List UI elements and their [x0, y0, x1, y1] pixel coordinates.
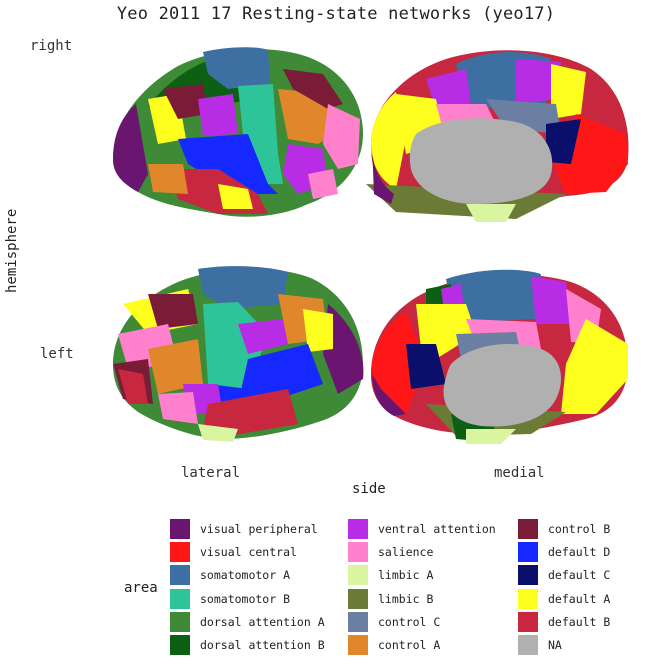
- legend-item: NA: [518, 634, 562, 656]
- legend-swatch: [348, 588, 368, 609]
- legend-item: default C: [518, 564, 610, 586]
- legend-swatch: [170, 542, 190, 563]
- legend-label: default B: [548, 614, 611, 629]
- legend-label: default D: [548, 545, 611, 560]
- legend-label: control B: [548, 522, 611, 536]
- page-title: Yeo 2011 17 Resting-state networks (yeo1…: [116, 4, 556, 24]
- legend-item: visual peripheral: [170, 518, 318, 540]
- legend-item: ventral attention: [348, 518, 496, 540]
- legend-label: visual central: [200, 545, 297, 560]
- legend-label: salience: [378, 545, 434, 560]
- legend-item: dorsal attention A: [170, 611, 325, 633]
- column-label-lateral: lateral: [181, 465, 241, 481]
- legend-title: area: [124, 580, 158, 596]
- legend-swatch: [348, 542, 368, 563]
- brain-right-lateral: [113, 47, 363, 217]
- legend-item: default A: [518, 588, 610, 610]
- legend-label: visual peripheral: [200, 522, 318, 536]
- legend-item: control C: [348, 611, 440, 633]
- x-axis-label: side: [352, 481, 386, 497]
- legend-item: somatomotor B: [170, 588, 290, 610]
- legend-swatch: [518, 611, 538, 632]
- legend-swatch: [170, 519, 190, 539]
- row-label-right: right: [30, 38, 73, 54]
- legend-label: limbic A: [378, 568, 434, 583]
- legend-label: dorsal attention B: [200, 638, 325, 652]
- legend-item: control B: [518, 518, 610, 540]
- legend-label: control C: [378, 614, 441, 629]
- legend-swatch: [348, 519, 368, 539]
- legend-swatch: [348, 635, 368, 655]
- legend-label: default C: [548, 568, 611, 583]
- legend-item: somatomotor A: [170, 564, 290, 586]
- brain-right-medial: [366, 50, 629, 222]
- row-label-left: left: [40, 346, 74, 362]
- legend-item: dorsal attention B: [170, 634, 325, 656]
- legend-swatch: [170, 588, 190, 609]
- legend-item: control A: [348, 634, 440, 656]
- legend-label: control A: [378, 638, 441, 652]
- y-axis-label: hemisphere: [4, 208, 20, 293]
- legend-item: default D: [518, 541, 610, 563]
- legend-swatch: [170, 611, 190, 632]
- legend-swatch: [170, 565, 190, 586]
- legend-swatch: [348, 565, 368, 586]
- brain-left-medial: [371, 269, 628, 444]
- legend-label: somatomotor A: [200, 568, 291, 583]
- legend-item: default B: [518, 611, 610, 633]
- legend-label: NA: [548, 638, 562, 652]
- brain-left-lateral: [113, 266, 364, 442]
- legend-label: dorsal attention A: [200, 614, 325, 629]
- legend-swatch: [518, 588, 538, 609]
- legend-swatch: [518, 542, 538, 563]
- legend-label: limbic B: [378, 591, 434, 606]
- legend-item: salience: [348, 541, 433, 563]
- legend-label: ventral attention: [378, 522, 496, 536]
- legend-label: default A: [548, 591, 611, 606]
- column-label-medial: medial: [494, 465, 545, 481]
- legend-swatch: [170, 635, 190, 655]
- legend-swatch: [348, 611, 368, 632]
- legend-item: visual central: [170, 541, 297, 563]
- legend-swatch: [518, 565, 538, 586]
- legend-item: limbic A: [348, 564, 433, 586]
- legend-label: somatomotor B: [200, 591, 291, 606]
- legend-swatch: [518, 635, 538, 655]
- legend-swatch: [518, 519, 538, 539]
- legend-item: limbic B: [348, 588, 433, 610]
